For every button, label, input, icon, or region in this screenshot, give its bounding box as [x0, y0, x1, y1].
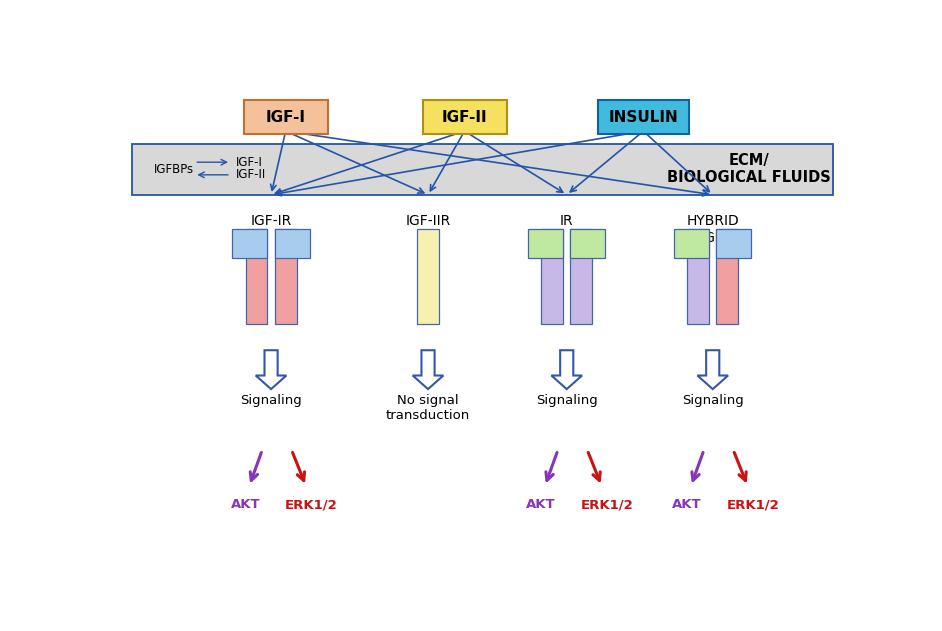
Text: IGF-II: IGF-II — [236, 168, 267, 181]
Text: IGF-II: IGF-II — [442, 110, 487, 124]
FancyBboxPatch shape — [542, 229, 563, 324]
FancyBboxPatch shape — [417, 229, 439, 324]
FancyBboxPatch shape — [275, 229, 310, 258]
FancyBboxPatch shape — [528, 229, 563, 258]
Text: Signaling: Signaling — [536, 394, 597, 407]
Text: IR: IR — [560, 214, 574, 228]
Polygon shape — [697, 350, 728, 389]
Text: AKT: AKT — [673, 498, 702, 512]
Text: No signal
transduction: No signal transduction — [386, 394, 470, 422]
Polygon shape — [255, 350, 286, 389]
FancyBboxPatch shape — [687, 229, 709, 324]
FancyBboxPatch shape — [244, 100, 328, 134]
FancyBboxPatch shape — [246, 229, 268, 324]
Text: IGF-IIR: IGF-IIR — [405, 214, 450, 228]
Polygon shape — [551, 350, 582, 389]
FancyBboxPatch shape — [598, 100, 689, 134]
FancyBboxPatch shape — [674, 229, 709, 258]
Text: IGF-IR: IGF-IR — [251, 214, 292, 228]
FancyBboxPatch shape — [233, 229, 268, 258]
FancyBboxPatch shape — [275, 229, 297, 324]
Polygon shape — [413, 350, 444, 389]
Text: AKT: AKT — [527, 498, 556, 512]
Text: ECM/
BIOLOGICAL FLUIDS: ECM/ BIOLOGICAL FLUIDS — [667, 153, 831, 186]
Text: HYBRID
IR/IGF-IR: HYBRID IR/IGF-IR — [683, 214, 742, 244]
FancyBboxPatch shape — [571, 229, 606, 258]
Text: Signaling: Signaling — [240, 394, 302, 407]
Text: AKT: AKT — [231, 498, 260, 512]
FancyBboxPatch shape — [132, 144, 834, 195]
Text: IGF-I: IGF-I — [266, 110, 305, 124]
Text: ERK1/2: ERK1/2 — [580, 498, 633, 512]
Text: IGFBPs: IGFBPs — [154, 163, 194, 175]
Text: IGF-I: IGF-I — [236, 156, 263, 168]
FancyBboxPatch shape — [717, 229, 739, 324]
FancyBboxPatch shape — [717, 229, 752, 258]
Text: Signaling: Signaling — [682, 394, 743, 407]
Text: INSULIN: INSULIN — [609, 110, 678, 124]
Text: ERK1/2: ERK1/2 — [726, 498, 779, 512]
FancyBboxPatch shape — [571, 229, 593, 324]
Text: ERK1/2: ERK1/2 — [284, 498, 337, 512]
FancyBboxPatch shape — [423, 100, 507, 134]
